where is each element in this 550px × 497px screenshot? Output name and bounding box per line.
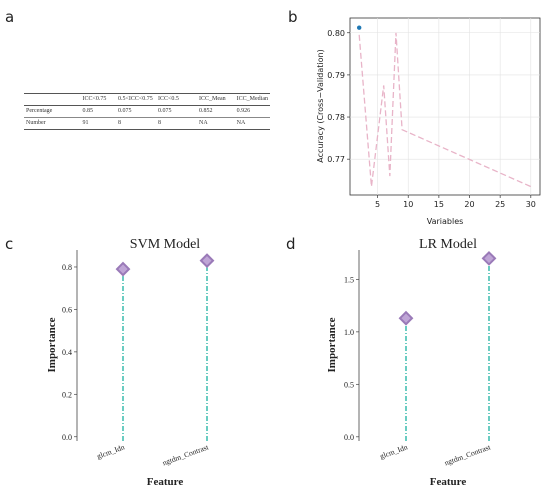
data-marks [115,253,215,441]
y-tick-label: 1.0 [344,328,354,337]
y-tick-label: 0.0 [62,433,72,442]
y-tick-label: 0.6 [62,305,72,314]
y-axis-label: Importance [326,317,338,372]
plot-frame [349,17,541,196]
y-tick-label: 0.8 [62,263,72,272]
y-axis-label: Accuracy (Cross−Validation) [316,49,325,162]
table-header-cell: ICC_Mean [199,96,226,102]
axis-ticks: 5 10 15 20 25 30 0.77 0.78 0.79 0.80 [327,29,536,209]
x-tick-label: glcm_Idn [96,442,126,460]
x-tick-label: 25 [495,200,505,209]
table-header-row: ICC<0.75 0.5<ICC<0.75 ICC<0.5 ICC_Mean I… [24,93,270,106]
best-point [356,25,362,30]
table-cell: 0.852 [199,108,213,114]
data-marks [398,250,497,441]
table-cell: 8 [157,120,161,126]
data-marks [356,25,532,188]
y-tick-label: 1.5 [344,275,354,284]
accuracy-line-chart: 5 10 15 20 25 30 0.77 0.78 0.79 0.80 Variables Ac… [316,17,541,226]
panel-label-d: d [286,235,296,253]
chart-title: LR Model [419,237,477,252]
table-header-cell [24,94,80,106]
x-tick-label: glcm_Idn [379,442,409,460]
table-cell: 0.926 [236,108,251,114]
panel-label-a: a [5,8,15,26]
panel-label-b: b [288,8,298,26]
y-tick-label: 0.78 [327,113,345,122]
axis-ticks: 0.0 0.2 0.4 0.6 0.8 glcm_Idn ngtdm_Contrast [62,263,211,467]
x-tick-label: 5 [375,200,380,209]
x-tick-label: 15 [434,200,444,209]
table-cell: Percentage [26,108,53,114]
importance-marker [199,253,215,269]
y-tick-label: 0.77 [327,155,345,164]
importance-marker [481,250,497,266]
y-tick-label: 0.2 [62,390,72,399]
table-cell: NA [236,120,246,126]
y-tick-label: 0.79 [327,71,345,80]
table-row: Percentage 0.85 0.075 0.075 0.852 0.926 [24,105,270,118]
grid-lines [350,18,540,195]
x-axis-label: Variables [427,217,464,226]
table-header-cell: ICC_Median [236,96,268,102]
axis-ticks: 0.0 0.5 1.0 1.5 glcm_Idn ngtdm_Contrast [344,275,493,467]
y-tick-label: 0.0 [344,433,354,442]
table-cell: NA [199,120,208,126]
chart-title: SVM Model [130,237,201,252]
table-cell: 0.075 [118,108,132,114]
x-axis-label: Feature [430,476,467,488]
table-header-cell: ICC<0.5 [157,96,179,102]
table-header-cell: ICC<0.75 [82,96,107,102]
y-tick-label: 0.5 [344,380,354,389]
panel-label-c: c [5,235,14,253]
table-cell: 8 [118,120,122,126]
table-cell: Number [26,120,46,126]
table-cell: 0.85 [82,108,93,114]
importance-marker [115,261,131,277]
panel-a: a ICC<0.75 0.5<ICC<0.75 ICC<0.5 ICC_Mean… [0,0,280,215]
x-tick-label: 10 [403,200,413,209]
x-tick-label: ngtdm_Contrast [443,442,492,467]
x-axis-label: Feature [147,476,184,488]
y-tick-label: 0.4 [62,348,72,357]
table-cell: 0.075 [157,108,172,114]
x-tick-label: 20 [464,200,474,209]
x-tick-label: ngtdm_Contrast [161,442,210,467]
table-row: Number 91 8 8 NA NA [24,117,270,130]
table-cell: 91 [82,120,89,126]
y-axis-label: Importance [46,317,58,372]
importance-marker [398,310,414,326]
x-tick-label: 30 [526,200,536,209]
lr-importance-chart: LR Model 0.0 0.5 1.0 1.5 glcm_Idn ngtdm_Contr… [326,237,497,488]
panel-d: d LR Model 0.0 0.5 1.0 1.5 glcm_Idn ngtdm_Con… [275,230,550,492]
svm-importance-chart: SVM Model 0.0 0.2 0.4 0.6 0.8 glcm_Idn ngtdm_C… [46,237,215,488]
y-tick-label: 0.80 [327,29,345,38]
panel-b: b 5 10 15 20 25 30 0.77 0.78 0.79 0.80 Variables … [282,0,550,230]
accuracy-series-line [358,32,532,188]
panel-c: c SVM Model 0.0 0.2 0.4 0.6 0.8 glcm_Idn ngtdm… [0,230,275,492]
table-header-cell: 0.5<ICC<0.75 [118,96,153,102]
icc-table: ICC<0.75 0.5<ICC<0.75 ICC<0.5 ICC_Mean I… [24,93,270,130]
